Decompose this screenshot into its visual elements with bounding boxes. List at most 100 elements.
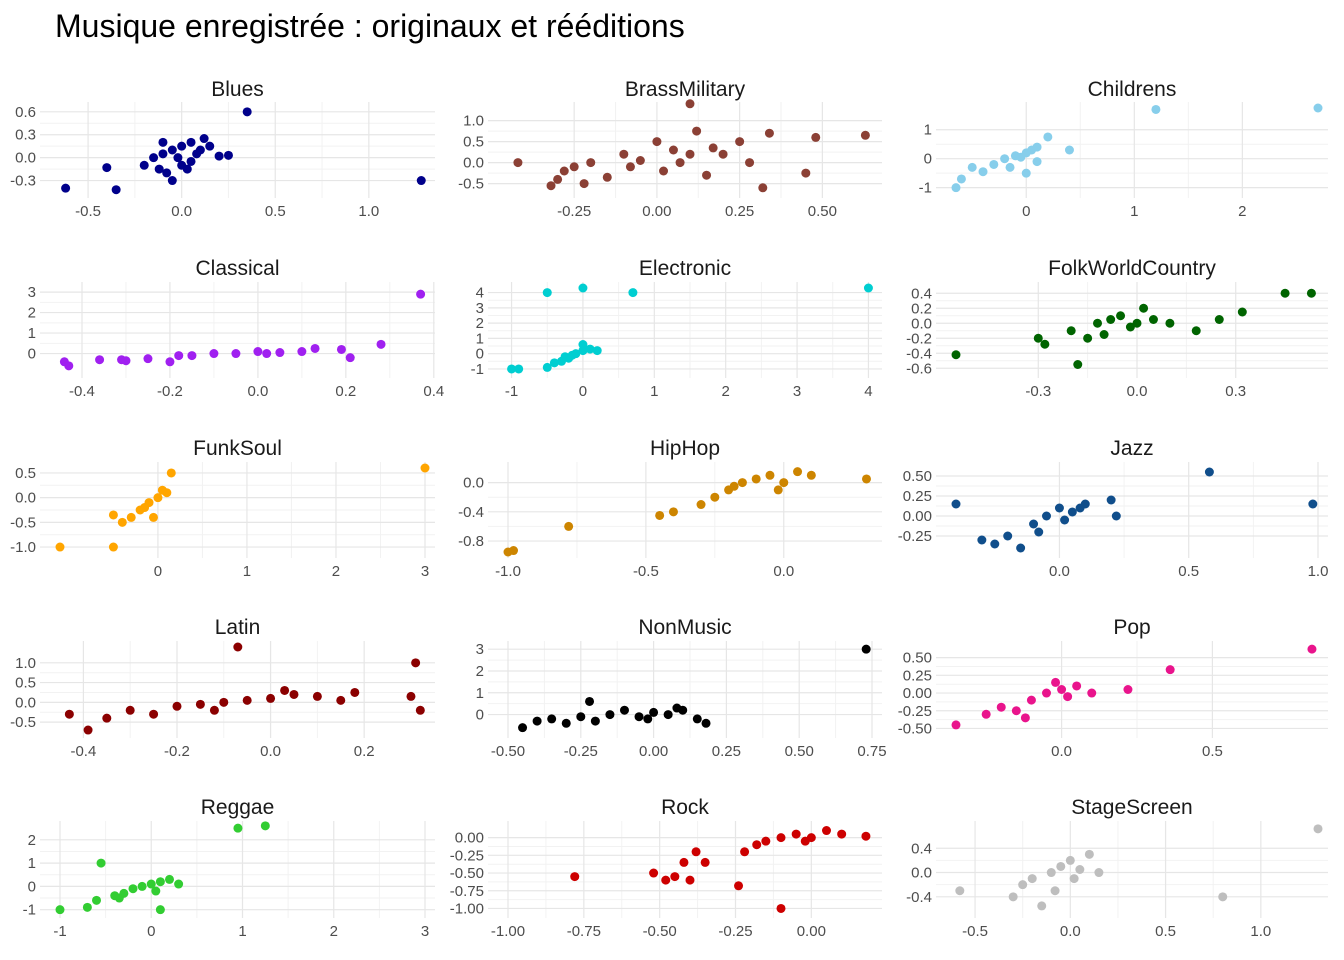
y-tick-label: 0.6 [15,104,36,121]
data-point [102,163,112,173]
data-point [1148,315,1158,324]
data-point [1237,307,1247,317]
data-point [1033,333,1043,343]
data-point [95,355,105,365]
x-tick-label: 0 [154,563,162,580]
y-tick-label: 0.0 [15,150,36,167]
y-tick-label: 0.5 [15,465,36,482]
data-point [1308,499,1318,509]
y-tick-label: -1.00 [450,900,484,917]
data-point [151,886,161,896]
data-point [214,151,224,161]
facet-title: Pop [1113,616,1150,639]
data-point [1075,503,1085,513]
data-point [165,874,174,884]
y-tick-label: -0.4 [458,504,484,521]
data-point [1139,303,1149,313]
x-tick-label: 0.5 [1178,563,1199,580]
x-tick-label: 0.0 [773,563,794,580]
facet-title: Jazz [1110,437,1153,460]
x-tick-label: -0.4 [69,383,95,400]
data-point [737,478,747,488]
data-point [518,723,528,733]
y-tick-label: -1 [919,180,932,197]
y-tick-label: 0.5 [463,134,484,151]
data-point [1123,685,1133,694]
data-point [561,718,571,728]
data-point [186,137,196,147]
data-point [1056,861,1066,871]
x-tick-label: 0.2 [335,383,356,400]
x-tick-label: -1 [53,923,66,940]
y-tick-label: -0.25 [898,528,932,545]
data-point [262,349,272,359]
data-point [55,542,65,552]
data-point [61,183,71,193]
data-point [172,701,182,711]
data-point [1214,315,1224,324]
y-tick-label: 4 [476,285,484,302]
data-point [863,283,873,293]
x-tick-label: 0.0 [171,203,192,220]
data-point [567,350,577,360]
x-tick-label: -1.0 [495,563,521,580]
data-point [233,823,243,833]
data-point [710,492,720,502]
data-point [137,881,147,891]
data-point [679,857,689,867]
data-point [1018,880,1028,890]
y-tick-label: -0.3 [10,173,36,190]
data-point [761,836,771,846]
data-point [1063,692,1073,702]
y-tick-label: -0.6 [906,360,932,377]
y-tick-label: 0.0 [911,315,932,332]
x-tick-label: -0.25 [557,203,591,220]
facet-title: FolkWorldCountry [1048,257,1216,280]
data-point [174,879,184,889]
data-point [1093,318,1103,328]
data-point [1037,901,1047,911]
x-tick-label: 0.00 [797,923,826,940]
data-point [1067,507,1077,517]
data-point [1065,855,1075,865]
x-tick-label: -0.75 [567,923,601,940]
y-tick-label: 1 [924,122,932,139]
data-point [672,703,682,713]
data-point [186,156,196,166]
data-point [685,875,695,885]
y-tick-label: -0.5 [10,714,36,731]
data-point [625,162,635,172]
facet-FunkSoul: 0 1 2 3 -1.0 -0.5 0.0 0.5 FunkSoul [10,437,435,580]
data-point [1003,531,1013,541]
facet-NonMusic: -0.50 -0.25 0.00 0.25 0.50 0.75 0 1 2 3 NonMusic [476,616,887,760]
data-point [553,174,563,184]
data-point [837,829,847,839]
data-point [701,718,711,728]
data-point [411,658,421,668]
facet-Childrens: 0 1 2 -1 0 1 Childrens [919,78,1328,220]
data-point [117,517,127,527]
data-point [951,183,961,193]
y-tick-label: 0 [476,346,484,363]
y-tick-label: 0.00 [903,508,932,525]
data-point [148,512,158,522]
data-point [740,847,750,857]
data-point [1069,874,1079,884]
data-point [166,468,176,478]
data-point [569,162,579,172]
data-point [155,905,165,915]
data-point [605,710,615,720]
data-point [1064,145,1074,155]
data-point [745,158,755,168]
data-point [822,826,831,836]
data-point [1032,142,1042,152]
data-point [696,500,706,510]
data-point [692,714,702,724]
data-point [64,709,74,719]
data-point [860,130,870,140]
data-point [628,288,638,298]
data-point [158,137,168,147]
x-tick-label: 2 [330,923,338,940]
y-tick-label: 0.3 [15,127,36,144]
data-point [111,185,121,195]
